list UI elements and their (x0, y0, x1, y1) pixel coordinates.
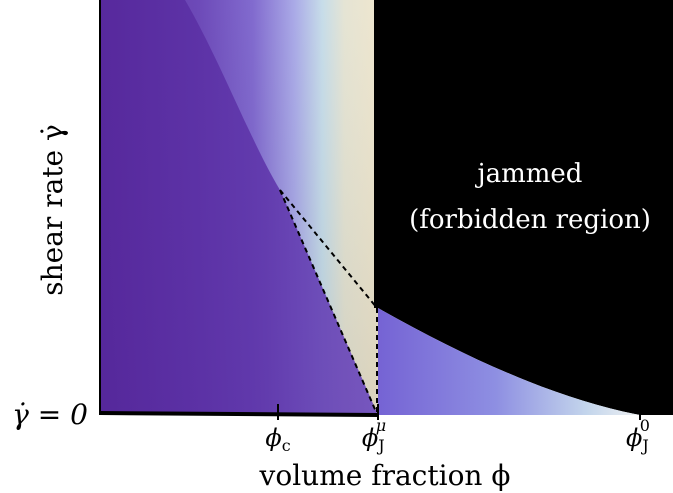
tick-label-phi-j-mu: ϕJμ (362, 416, 386, 455)
dashed-boundaries (279, 189, 378, 415)
tick-label-phi-j-0-sub: J (640, 436, 648, 455)
tick-label-phi-j-mu-sup: μ (376, 416, 386, 435)
tick-label-phi-j-mu-sub: J (376, 436, 384, 455)
forbidden-region-label: (forbidden region) (409, 205, 651, 235)
tail-region (378, 308, 640, 415)
dashed-line-left (279, 189, 378, 415)
tick-label-phi-j-mu-base: ϕ (362, 424, 378, 452)
dashed-line-top (279, 189, 378, 309)
tick-label-phi-c: ϕc (265, 424, 290, 455)
tick-label-phi-c-base: ϕ (265, 424, 281, 452)
jammed-label: jammed (475, 159, 583, 189)
tick-label-phi-j-0-sup: 0 (640, 416, 650, 435)
zero-shear-line (99, 411, 379, 417)
tick-label-phi-j-0: ϕJ0 (626, 416, 650, 455)
jammed-region (374, 0, 673, 415)
tick-label-phi-j-0-base: ϕ (626, 424, 642, 452)
x-axis-label: volume fraction ϕ (259, 459, 511, 492)
zero-shear-label: γ̇ = 0 (12, 398, 88, 431)
tick-label-phi-c-sub: c (282, 436, 291, 455)
y-axis-label: shear rate γ̇ (36, 124, 69, 296)
low-shear-region (100, 0, 378, 415)
